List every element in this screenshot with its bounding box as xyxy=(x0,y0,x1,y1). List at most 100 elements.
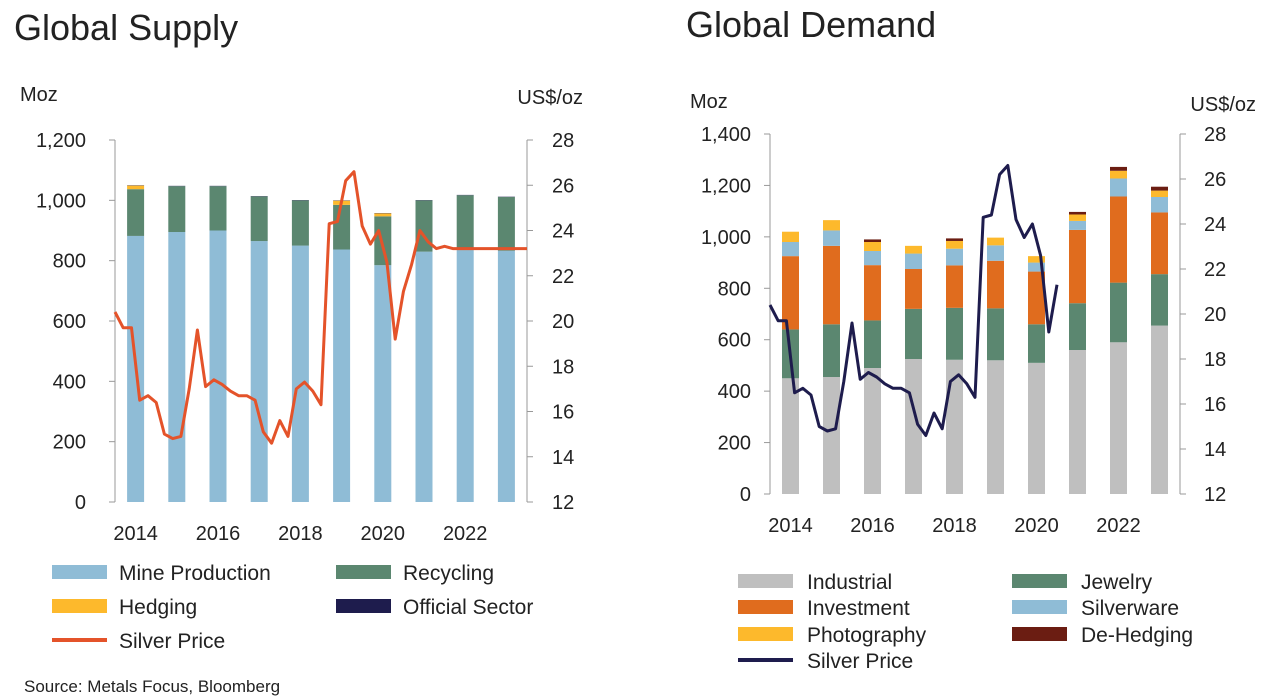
demand-y2tick-label: 28 xyxy=(1204,124,1226,146)
supply-legend: Mine Production Recycling Hedging Official … xyxy=(52,562,533,653)
supply-y2tick-label: 12 xyxy=(552,492,574,514)
supply-y2tick-label: 20 xyxy=(552,311,574,333)
supply-xtick-label: 2022 xyxy=(443,523,488,545)
demand-bar-investment xyxy=(946,265,963,308)
demand-bar-jewelry xyxy=(1151,274,1168,326)
supply-bar-mine-production xyxy=(291,245,309,503)
supply-bar-mine-production xyxy=(374,265,392,502)
demand-bar-jewelry xyxy=(1028,324,1045,363)
supply-legend-label-official-sector: Official Sector xyxy=(403,596,533,619)
demand-bar-silverware xyxy=(1069,220,1086,230)
supply-ytick-label: 1,000 xyxy=(36,190,86,212)
demand-xtick-label: 2022 xyxy=(1096,515,1141,537)
demand-bar-jewelry xyxy=(864,320,881,368)
supply-xtick-label: 2020 xyxy=(361,523,406,545)
supply-y2label: US$/oz xyxy=(517,87,583,109)
demand-legend-label-photography: Photography xyxy=(807,624,927,647)
demand-ylabel: Moz xyxy=(690,91,728,113)
supply-bar-mine-production xyxy=(333,249,351,502)
supply-silver-price-line xyxy=(113,170,527,445)
demand-bar-industrial xyxy=(1151,325,1168,494)
demand-bar-silverware xyxy=(987,245,1004,261)
supply-y2tick-label: 14 xyxy=(552,447,574,469)
supply-ytick-label: 800 xyxy=(53,251,86,273)
demand-panel: Global Demand Moz US$/oz 0 200 400 600 800 1,… xyxy=(686,4,1256,673)
demand-bar-investment xyxy=(1151,212,1168,275)
supply-bar-recycling xyxy=(209,186,227,231)
supply-y2tick-label: 24 xyxy=(552,221,574,243)
supply-plot: 02004006008001,0001,20012141618202224262… xyxy=(36,130,574,545)
supply-bar-mine-production xyxy=(250,241,268,502)
demand-title: Global Demand xyxy=(686,4,936,45)
demand-bar-investment xyxy=(864,265,881,321)
demand-ytick-label: 0 xyxy=(740,484,751,506)
supply-legend-swatch-recycling xyxy=(336,565,391,579)
supply-legend-swatch-official-sector xyxy=(336,599,391,613)
demand-legend-label-jewelry: Jewelry xyxy=(1081,571,1153,594)
supply-bar-recycling xyxy=(291,200,309,246)
demand-bar-silverware xyxy=(823,230,840,246)
demand-bar-de-hedging xyxy=(1069,211,1086,215)
supply-ytick-label: 400 xyxy=(53,371,86,393)
demand-bar-jewelry xyxy=(1110,282,1127,343)
source-note: Source: Metals Focus, Bloomberg xyxy=(24,677,280,696)
demand-ytick-label: 1,400 xyxy=(701,124,751,146)
demand-silver-price-line xyxy=(768,164,1059,437)
demand-y2tick-label: 16 xyxy=(1204,394,1226,416)
demand-bar-silverware xyxy=(1110,178,1127,197)
demand-bar-de-hedging xyxy=(946,238,963,241)
demand-y2tick-label: 26 xyxy=(1204,169,1226,191)
supply-xtick-label: 2018 xyxy=(278,523,323,545)
supply-bar-mine-production xyxy=(168,232,186,502)
demand-y2tick-label: 20 xyxy=(1204,304,1226,326)
demand-bar-photography xyxy=(905,245,922,254)
demand-ytick-label: 400 xyxy=(718,381,751,403)
supply-legend-label-silver-price: Silver Price xyxy=(119,630,225,653)
demand-bar-photography xyxy=(1028,256,1045,263)
demand-bar-jewelry xyxy=(905,308,922,359)
demand-bar-jewelry xyxy=(946,307,963,360)
supply-bar-mine-production xyxy=(456,250,474,502)
demand-bar-industrial xyxy=(823,377,840,494)
supply-y2tick-label: 26 xyxy=(552,175,574,197)
demand-ytick-label: 600 xyxy=(718,330,751,352)
demand-y2tick-label: 14 xyxy=(1204,439,1226,461)
demand-bar-investment xyxy=(1069,229,1086,304)
supply-legend-swatch-mine-production xyxy=(52,565,107,579)
supply-bar-mine-production xyxy=(209,230,227,502)
demand-bar-de-hedging xyxy=(864,239,881,242)
demand-legend: Industrial Jewelry Investment Silverware Pho… xyxy=(738,571,1193,673)
supply-bar-recycling xyxy=(168,186,186,233)
supply-bar-hedging xyxy=(127,185,145,190)
demand-bar-photography xyxy=(1069,214,1086,221)
demand-ytick-label: 800 xyxy=(718,278,751,300)
demand-legend-swatch-silverware xyxy=(1012,600,1067,614)
supply-bar-recycling xyxy=(456,195,474,251)
demand-bar-silverware xyxy=(782,242,799,257)
demand-ytick-label: 200 xyxy=(718,433,751,455)
demand-bar-investment xyxy=(987,260,1004,309)
supply-ytick-label: 0 xyxy=(75,492,86,514)
supply-bar-recycling xyxy=(333,204,351,250)
demand-xtick-label: 2014 xyxy=(768,515,813,537)
demand-bar-de-hedging xyxy=(1151,186,1168,191)
demand-bar-investment xyxy=(905,269,922,309)
demand-bar-investment xyxy=(1110,196,1127,283)
demand-bar-silverware xyxy=(1151,197,1168,213)
demand-bar-jewelry xyxy=(1069,303,1086,350)
demand-bar-photography xyxy=(823,220,840,231)
demand-y2tick-label: 24 xyxy=(1204,214,1226,236)
demand-y2tick-label: 12 xyxy=(1204,484,1226,506)
supply-y2tick-label: 22 xyxy=(552,266,574,288)
demand-legend-label-industrial: Industrial xyxy=(807,571,892,594)
demand-bar-photography xyxy=(1110,170,1127,179)
demand-ytick-label: 1,200 xyxy=(701,175,751,197)
demand-legend-swatch-photography xyxy=(738,627,793,641)
supply-bar-recycling xyxy=(250,196,268,242)
supply-ytick-label: 600 xyxy=(53,311,86,333)
supply-legend-label-recycling: Recycling xyxy=(403,562,494,585)
supply-legend-label-mine-production: Mine Production xyxy=(119,562,271,585)
demand-legend-swatch-industrial xyxy=(738,574,793,588)
supply-bar-recycling xyxy=(415,200,433,252)
